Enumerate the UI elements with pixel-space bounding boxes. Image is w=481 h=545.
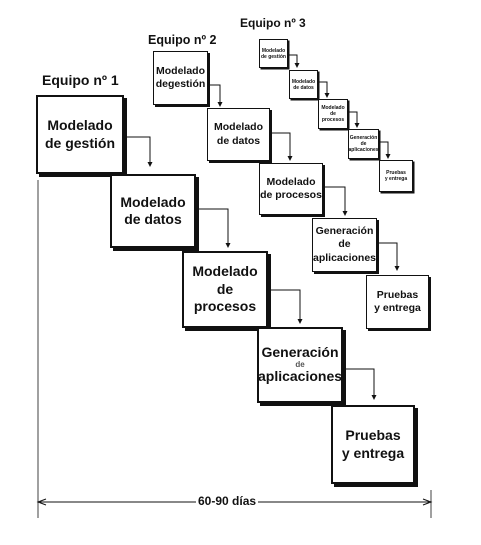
arrow-t1-2 bbox=[196, 208, 231, 248]
arrow-t1-4 bbox=[343, 368, 377, 400]
team3-box-datos: Modelado de datos bbox=[289, 70, 318, 99]
arrow-t2-4 bbox=[377, 242, 400, 271]
team2-box-datos: Modelado de datos bbox=[207, 108, 270, 161]
arrow-t2-3 bbox=[323, 186, 348, 216]
team3-box-generacion: Generación de aplicaciones bbox=[348, 129, 379, 159]
team2-label: Equipo nº 2 bbox=[148, 33, 217, 47]
team1-box-datos: Modelado de datos bbox=[110, 174, 196, 248]
team1-box-pruebas: Pruebas y entrega bbox=[331, 405, 415, 484]
team1-box-gestion: Modelado de gestión bbox=[36, 95, 124, 174]
arrow-t3-4 bbox=[379, 141, 391, 159]
team1-box-procesos: Modelado de procesos bbox=[182, 251, 268, 328]
arrow-t2-1 bbox=[208, 84, 223, 107]
team2-box-generacion: Generación de aplicaciones bbox=[312, 218, 377, 272]
team2-box-procesos: Modelado de procesos bbox=[259, 163, 323, 215]
team3-label: Equipo nº 3 bbox=[240, 16, 306, 30]
arrow-t1-3 bbox=[268, 289, 303, 324]
team1-box-generacion: Generación de aplicaciones bbox=[257, 327, 343, 403]
team2-box-gestion: Modelado degestión bbox=[153, 51, 208, 105]
arrow-t3-3 bbox=[348, 111, 360, 128]
team2-box-pruebas: Pruebas y entrega bbox=[366, 275, 429, 329]
arrow-t3-2 bbox=[318, 81, 330, 98]
arrow-t1-1 bbox=[124, 136, 153, 167]
team1-label: Equipo nº 1 bbox=[42, 72, 119, 88]
team3-box-pruebas: Pruebas y entrega bbox=[379, 160, 413, 192]
arrow-t2-2 bbox=[270, 132, 293, 161]
team3-box-procesos: Modelado de procesos bbox=[318, 99, 348, 129]
arrow-t3-1 bbox=[288, 54, 300, 68]
team3-box-gestion: Modelado de gestión bbox=[259, 39, 288, 68]
timeline-duration-label: 60-90 días bbox=[196, 494, 259, 508]
